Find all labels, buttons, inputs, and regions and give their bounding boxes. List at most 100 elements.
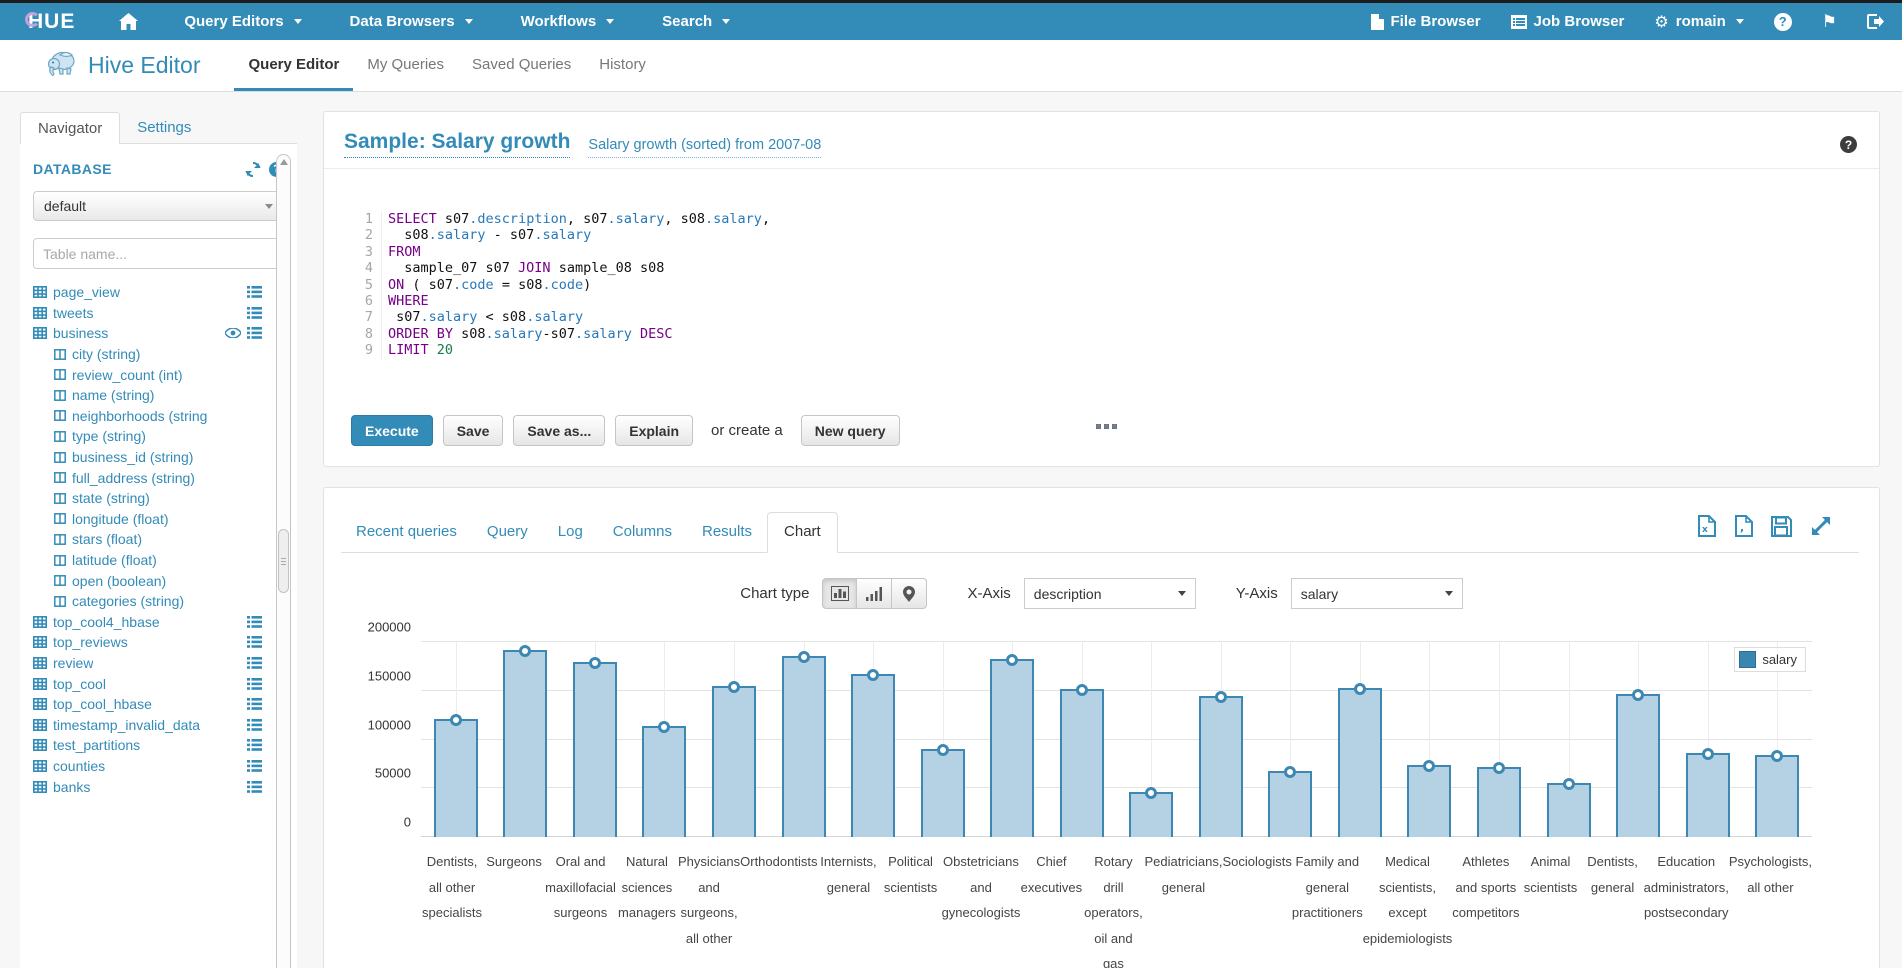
results-tab-columns[interactable]: Columns xyxy=(612,523,672,540)
column-row[interactable]: full_address (string) xyxy=(33,467,262,488)
bar[interactable] xyxy=(1129,787,1174,837)
sidebar-tab-settings[interactable]: Settings xyxy=(137,119,192,136)
menu-search[interactable]: Search xyxy=(662,13,731,30)
help-icon[interactable]: ? xyxy=(1773,12,1792,31)
database-select[interactable]: default xyxy=(33,191,284,221)
chart-type-bars-button[interactable] xyxy=(857,578,893,609)
table-data-button[interactable] xyxy=(247,327,262,340)
explain-button[interactable]: Explain xyxy=(615,415,694,446)
expand-results-button[interactable] xyxy=(1809,514,1833,538)
tab-saved-queries[interactable]: Saved Queries xyxy=(472,55,572,73)
sql-editor[interactable]: 1 SELECT s07.description, s07.salary, s08… xyxy=(324,169,1879,359)
table-row[interactable]: banks xyxy=(33,776,262,797)
table-row[interactable]: top_cool_hbase xyxy=(33,694,262,715)
column-row[interactable]: stars (float) xyxy=(33,529,262,550)
bar[interactable] xyxy=(1616,688,1661,837)
query-help-icon[interactable]: ? xyxy=(1840,136,1857,153)
bar[interactable] xyxy=(990,653,1035,837)
resize-handle[interactable] xyxy=(1096,424,1117,429)
table-data-button[interactable] xyxy=(247,636,262,649)
bar[interactable] xyxy=(1059,683,1104,837)
bar[interactable] xyxy=(1407,759,1452,837)
download-xls-button[interactable]: x xyxy=(1697,515,1717,537)
column-row[interactable]: type (string) xyxy=(33,426,262,447)
table-data-button[interactable] xyxy=(247,306,262,319)
table-row[interactable]: timestamp_invalid_data xyxy=(33,714,262,735)
sign-out-button[interactable] xyxy=(1867,14,1884,29)
table-data-button[interactable] xyxy=(247,698,262,710)
table-row[interactable]: tweets xyxy=(33,303,262,324)
results-tab-query[interactable]: Query xyxy=(486,523,528,540)
table-data-button[interactable] xyxy=(247,759,262,772)
menu-query-editors[interactable]: Query Editors xyxy=(184,13,302,30)
tab-query-editor[interactable]: Query Editor xyxy=(234,40,354,91)
x-axis-select[interactable]: description xyxy=(1023,578,1196,609)
column-row[interactable]: name (string) xyxy=(33,385,262,406)
app-title[interactable]: Hive Editor xyxy=(88,52,201,78)
table-row[interactable]: test_partitions xyxy=(33,735,262,756)
table-data-button[interactable] xyxy=(247,656,262,669)
column-row[interactable]: open (boolean) xyxy=(33,570,262,591)
bar[interactable] xyxy=(851,669,896,837)
bar[interactable] xyxy=(572,657,617,837)
new-query-button[interactable]: New query xyxy=(800,415,900,446)
bar[interactable] xyxy=(1337,682,1382,837)
table-row[interactable]: counties xyxy=(33,756,262,777)
bar[interactable] xyxy=(1198,690,1243,837)
execute-button[interactable]: Execute xyxy=(351,415,433,446)
table-row[interactable]: top_cool4_hbase xyxy=(33,612,262,633)
scrollbar-thumb[interactable] xyxy=(278,529,289,593)
sidebar-scrollbar[interactable] xyxy=(276,154,291,968)
chart-type-bar-button[interactable] xyxy=(822,578,858,609)
results-tab-chart[interactable]: Chart xyxy=(767,512,838,553)
bar[interactable] xyxy=(1476,761,1521,837)
bar[interactable] xyxy=(1755,750,1800,837)
bar[interactable] xyxy=(1685,748,1730,837)
results-tab-recent-queries[interactable]: Recent queries xyxy=(356,523,457,540)
user-menu[interactable]: ⚙ romain xyxy=(1654,13,1744,30)
column-row[interactable]: latitude (float) xyxy=(33,550,262,571)
chart-type-map-button[interactable] xyxy=(892,578,928,609)
column-row[interactable]: state (string) xyxy=(33,488,262,509)
table-data-button[interactable] xyxy=(247,780,262,793)
sidebar-tab-navigator[interactable]: Navigator xyxy=(20,112,121,144)
job-browser-link[interactable]: Job Browser xyxy=(1510,13,1624,30)
table-row[interactable]: page_view xyxy=(33,282,262,303)
table-row[interactable]: top_cool xyxy=(33,673,262,694)
query-subtitle[interactable]: Salary growth (sorted) from 2007-08 xyxy=(588,137,822,158)
table-row[interactable]: review xyxy=(33,653,262,674)
refresh-icon[interactable] xyxy=(245,161,261,177)
table-data-button[interactable] xyxy=(247,718,262,731)
flag-icon[interactable]: ⚑ xyxy=(1821,11,1837,32)
column-row[interactable]: business_id (string) xyxy=(33,447,262,468)
bar[interactable] xyxy=(433,714,478,837)
column-row[interactable]: categories (string) xyxy=(33,591,262,612)
menu-workflows[interactable]: Workflows xyxy=(521,13,615,30)
column-row[interactable]: city (string) xyxy=(33,344,262,365)
table-data-button[interactable] xyxy=(247,286,262,299)
bar[interactable] xyxy=(642,720,687,837)
y-axis-select[interactable]: salary xyxy=(1290,578,1463,609)
table-row[interactable]: top_reviews xyxy=(33,632,262,653)
bar[interactable] xyxy=(1268,765,1313,837)
results-tab-results[interactable]: Results xyxy=(701,523,753,540)
download-csv-button[interactable]: , xyxy=(1734,515,1754,537)
results-tab-log[interactable]: Log xyxy=(557,523,583,540)
save-results-button[interactable] xyxy=(1771,515,1792,537)
table-row[interactable]: business xyxy=(33,323,262,344)
tab-history[interactable]: History xyxy=(599,55,646,73)
home-button[interactable] xyxy=(119,13,139,30)
bar[interactable] xyxy=(920,744,965,837)
scrollbar-up-icon[interactable] xyxy=(277,159,290,165)
column-row[interactable]: neighborhoods (string xyxy=(33,406,262,427)
table-data-button[interactable] xyxy=(247,615,262,628)
column-row[interactable]: longitude (float) xyxy=(33,509,262,530)
table-data-button[interactable] xyxy=(247,677,262,690)
tab-my-queries[interactable]: My Queries xyxy=(367,55,445,73)
save-as-button[interactable]: Save as... xyxy=(513,415,606,446)
hue-logo[interactable]: HUE xyxy=(25,10,75,34)
table-filter-input[interactable] xyxy=(33,238,284,269)
bar[interactable] xyxy=(711,680,756,837)
menu-data-browsers[interactable]: Data Browsers xyxy=(350,13,473,30)
preview-eye-button[interactable] xyxy=(225,328,241,339)
